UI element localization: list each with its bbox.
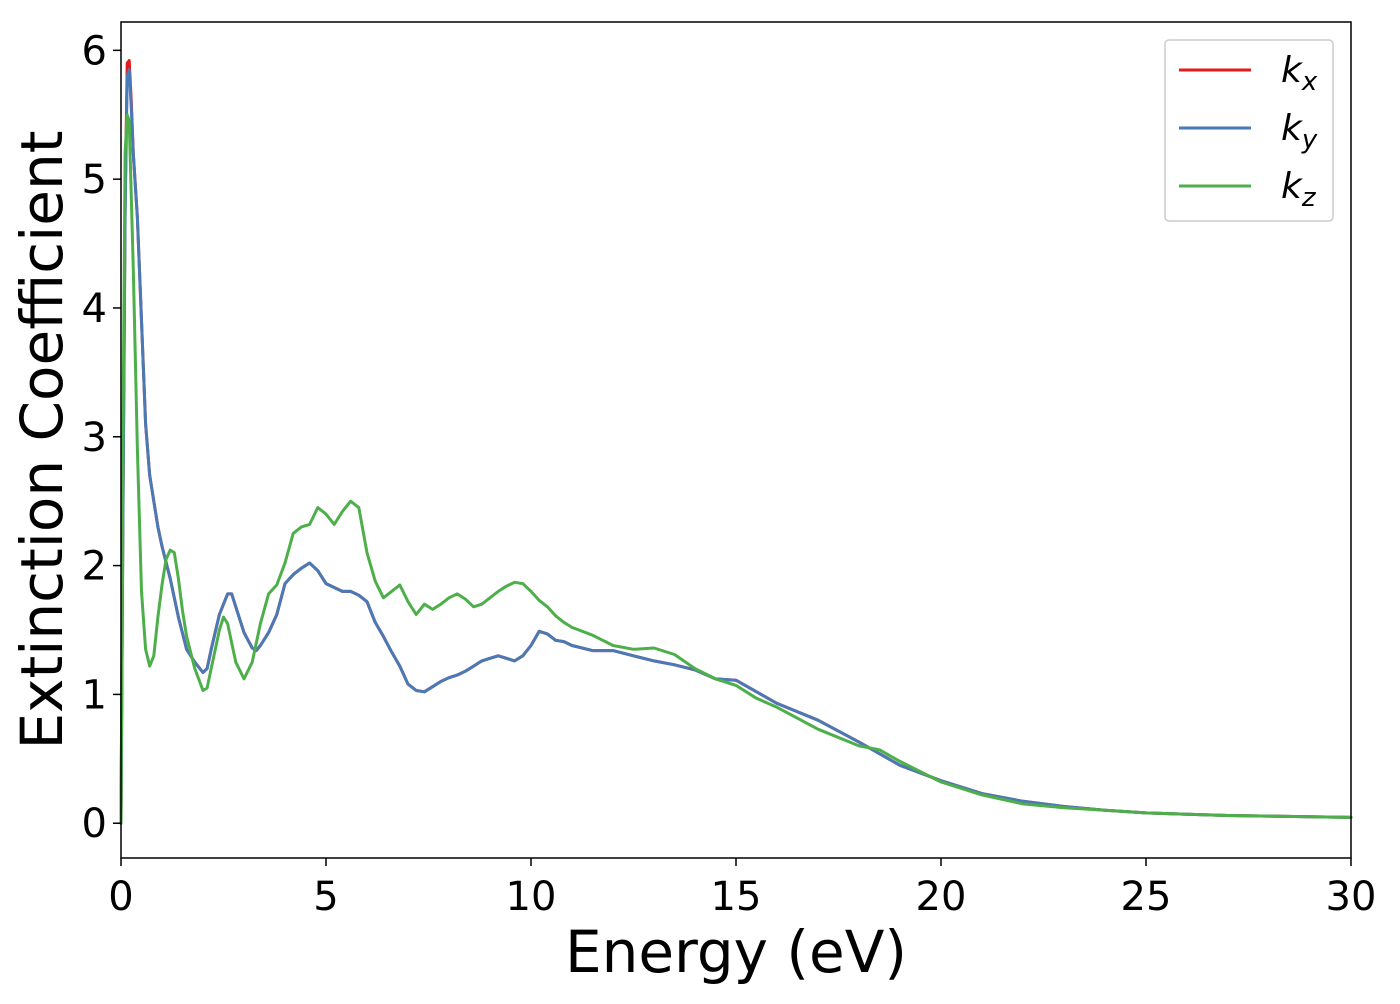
y-tick-label: 5 [82,157,107,203]
y-tick-label: 0 [82,801,107,847]
series-line-y [119,68,1353,825]
series-line-z [119,113,1353,825]
x-tick-label: 20 [916,874,967,920]
x-axis-ticks: 0 5 10 15 20 25 30 [108,858,1376,920]
x-tick-label: 15 [711,874,762,920]
legend: kx ky kz [1164,39,1334,222]
series-lines [119,59,1353,825]
x-tick-label: 0 [108,874,133,920]
y-axis-ticks: 0 1 2 3 4 5 6 [82,28,121,847]
x-tick-label: 5 [313,874,338,920]
y-tick-label: 6 [82,28,107,74]
legend-label-y: ky [1281,108,1318,155]
y-tick-label: 1 [82,672,107,718]
x-tick-label: 10 [506,874,557,920]
x-tick-label: 25 [1121,874,1172,920]
x-tick-label: 30 [1326,874,1377,920]
legend-label-z: kz [1281,166,1317,213]
x-axis-title: Energy (eV) [565,918,907,986]
y-axis-title: Extinction Coefficient [8,131,76,750]
y-tick-label: 3 [82,415,107,461]
y-tick-label: 2 [82,544,107,590]
legend-box [1164,39,1334,222]
plot-area [121,22,1351,858]
legend-label-x: kx [1281,50,1318,97]
y-tick-label: 4 [82,286,107,332]
